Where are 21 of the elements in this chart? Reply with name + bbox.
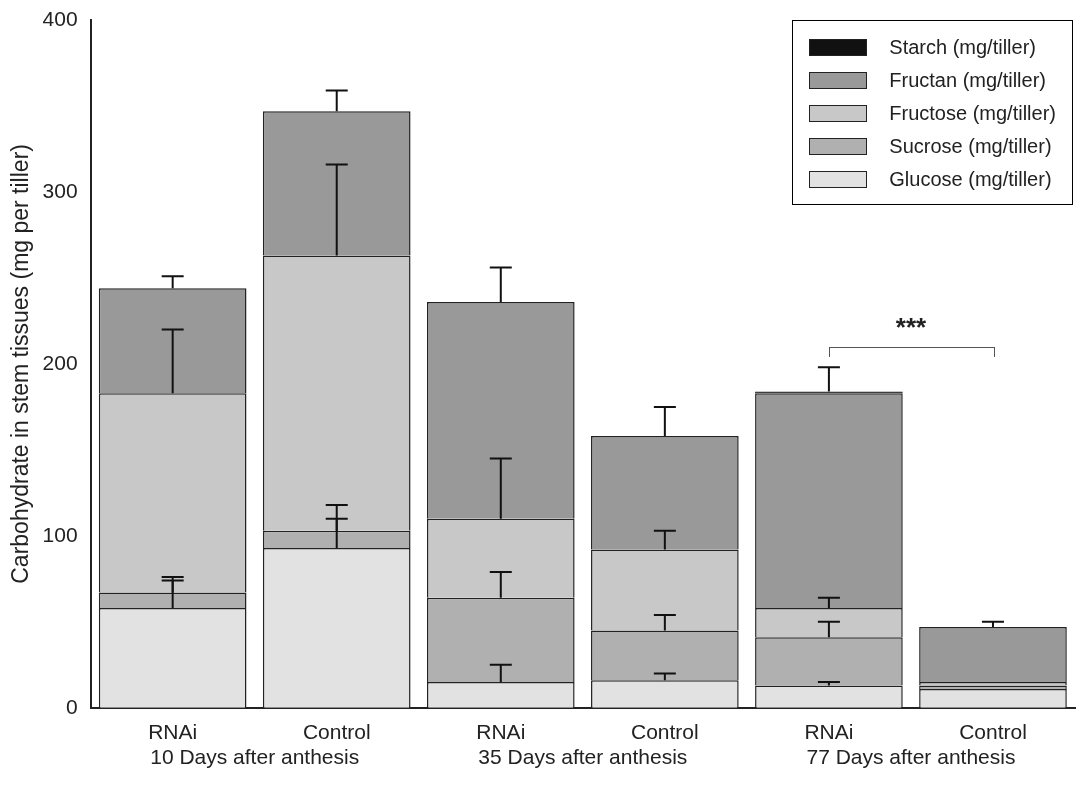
y-tick-label: 400 bbox=[42, 6, 78, 30]
y-axis-title: Carbohydrate in stem tissues (mg per tiller) bbox=[7, 144, 34, 584]
x-tick-label: RNAi bbox=[148, 720, 198, 744]
legend-label: Glucose (mg/tiller) bbox=[889, 168, 1052, 191]
y-tick-label: 200 bbox=[42, 350, 78, 374]
legend-label: Sucrose (mg/tiller) bbox=[889, 135, 1052, 158]
x-tick-label: RNAi bbox=[476, 720, 526, 744]
text: 35 Days after anthesis bbox=[478, 745, 688, 769]
x-tick-label: Control bbox=[959, 720, 1027, 744]
x-tick-label: RNAi bbox=[804, 720, 854, 744]
annotation: *** bbox=[895, 311, 927, 342]
text: 77 Days after anthesis bbox=[806, 745, 1016, 769]
legend-label: Starch (mg/tiller) bbox=[889, 36, 1036, 59]
y-tick-label: 0 bbox=[65, 694, 78, 718]
y-tick-label: 100 bbox=[42, 522, 78, 546]
x-tick-label: Control bbox=[302, 720, 371, 744]
legend-label: Fructose (mg/tiller) bbox=[889, 102, 1056, 125]
legend-label: Fructan (mg/tiller) bbox=[889, 69, 1046, 92]
text: 10 Days after anthesis bbox=[150, 745, 360, 769]
y-tick-label: 300 bbox=[42, 178, 78, 202]
x-tick-label: Control bbox=[631, 720, 699, 744]
